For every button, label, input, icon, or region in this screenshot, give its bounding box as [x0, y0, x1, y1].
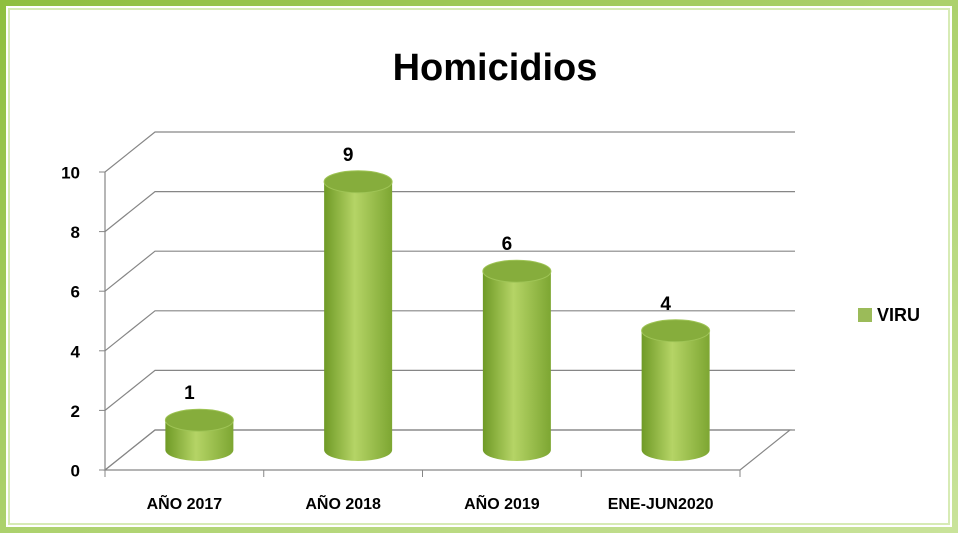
value-label: 9: [343, 145, 354, 166]
frame-inner: [8, 8, 950, 525]
value-label: 4: [660, 294, 671, 315]
grid-line: [104, 191, 795, 233]
grid-line: [104, 310, 795, 352]
value-label: 1: [184, 383, 195, 404]
y-tick-label: 4: [71, 342, 81, 361]
cylinder: [482, 271, 551, 461]
x-tick-label: AÑO 2018: [305, 493, 381, 513]
cylinder: [165, 420, 234, 461]
cylinder: [641, 330, 710, 461]
value-label: 6: [502, 234, 513, 255]
cylinder-top: [482, 259, 552, 283]
cylinder: [324, 181, 393, 462]
cylinder-top: [641, 319, 711, 343]
grid-line: [104, 250, 795, 292]
legend-label: VIRU: [877, 305, 920, 325]
cylinder-top: [164, 408, 234, 432]
grid-line: [104, 131, 795, 173]
y-tick-label: 0: [71, 461, 80, 480]
y-tick-label: 10: [61, 163, 80, 182]
grid-line: [104, 369, 795, 411]
x-tick-label: ENE-JUN2020: [608, 496, 714, 513]
x-tick-label: AÑO 2019: [464, 493, 540, 513]
grid-line: [104, 429, 795, 471]
y-tick-label: 6: [71, 283, 80, 302]
cylinder-top: [323, 170, 393, 194]
legend-swatch: [858, 308, 872, 322]
chart-title: Homicidios: [393, 47, 598, 89]
y-tick-label: 2: [71, 402, 80, 421]
x-tick-label: AÑO 2017: [147, 493, 223, 513]
y-tick-label: 8: [71, 223, 80, 242]
